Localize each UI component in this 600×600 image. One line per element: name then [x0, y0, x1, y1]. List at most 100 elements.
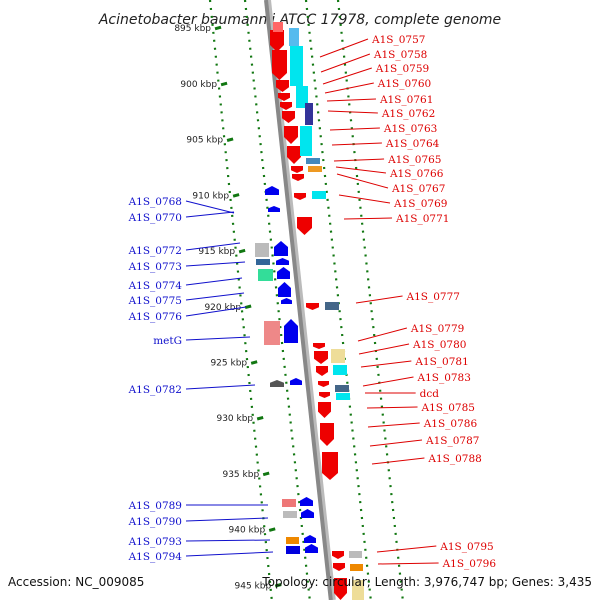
gene-block [352, 580, 364, 600]
reverse-gene-arrow [284, 126, 298, 144]
tick-label: 900 kbp [180, 80, 217, 90]
cyan-feature [300, 126, 312, 156]
gene-block [255, 243, 269, 257]
leader-line [336, 173, 389, 189]
leader-line [327, 110, 378, 114]
leader-line [331, 142, 382, 146]
gene-block [289, 28, 299, 46]
reverse-gene-arrow [280, 102, 292, 110]
tick-mark [268, 527, 276, 532]
right-gene-label: A1S_0760 [377, 78, 431, 90]
reverse-gene-arrow [287, 146, 301, 164]
cyan-feature [333, 365, 347, 375]
gene-block [273, 22, 283, 32]
forward-gene-arrow [274, 241, 288, 256]
forward-gene-arrow [265, 186, 279, 195]
tick-label: 915 kbp [198, 247, 235, 257]
right-gene-label: A1S_0763 [383, 123, 437, 135]
left-gene-label: A1S_0794 [128, 551, 183, 563]
gene-block [305, 103, 313, 125]
backbone-line [264, 0, 333, 600]
right-gene-label: A1S_0764 [385, 138, 440, 150]
cyan-feature [290, 46, 303, 86]
tick-label: 930 kbp [216, 414, 253, 424]
left-gene-label: A1S_0768 [128, 196, 182, 208]
tick-mark [274, 583, 282, 588]
leader-line [185, 517, 269, 522]
cyan-feature [296, 86, 308, 108]
gene-block [286, 537, 299, 544]
gene-labels: A1S_0768 A1S_0770 A1S_0772 A1S_0773 A1S_0774… [128, 34, 497, 570]
left-gene-label: A1S_0774 [128, 280, 183, 292]
right-gene-label: A1S_0759 [375, 63, 429, 75]
right-gene-label: A1S_0758 [373, 49, 427, 61]
leader-line [185, 539, 271, 542]
leader-line [185, 261, 246, 267]
left-gene-label: A1S_0782 [128, 384, 182, 396]
gene-block [256, 259, 270, 265]
leader-line [320, 53, 371, 73]
genome-summary-text: Topology: circular; Length: 3,976,747 bp… [261, 575, 592, 589]
leader-line [377, 562, 439, 565]
right-gene-label: A1S_0783 [416, 372, 470, 384]
gene-block [308, 166, 322, 172]
forward-gene-arrow [300, 497, 313, 506]
leader-line [360, 360, 412, 368]
left-gene-label: A1S_0772 [128, 245, 182, 257]
dotted-track-4 [336, 0, 404, 600]
reverse-gene-arrow [292, 174, 304, 181]
tick-mark [226, 137, 234, 142]
right-gene-label: A1S_0780 [412, 339, 466, 351]
left-gene-label: metG [153, 335, 182, 347]
leader-line [333, 158, 385, 162]
right-gene-label: A1S_0795 [439, 541, 493, 553]
gene-block [335, 385, 349, 392]
right-gene-label: A1S_0785 [421, 402, 475, 414]
gene-block [258, 269, 273, 281]
reverse-gene-arrow [332, 551, 344, 559]
leader-line [185, 211, 235, 218]
leader-line [185, 277, 243, 286]
left-gene-label: A1S_0773 [128, 261, 182, 273]
tick-mark [238, 248, 246, 254]
right-gene-label: A1S_0796 [442, 558, 497, 570]
tick-mark [232, 193, 240, 198]
leader-line [319, 38, 369, 58]
forward-gene-arrow [268, 206, 280, 212]
reverse-gene-arrow [270, 30, 284, 52]
reverse-gene-arrow [320, 423, 334, 446]
right-gene-label: A1S_0771 [395, 213, 449, 225]
forward-gene-arrow [304, 535, 316, 543]
right-gene-label: A1S_0769 [393, 198, 447, 210]
right-gene-label: A1S_0766 [389, 168, 444, 180]
cyan-feature [312, 191, 326, 199]
leader-line [185, 336, 251, 341]
right-gene-label: A1S_0777 [406, 291, 460, 303]
leader-line [369, 439, 423, 447]
kbp-ticks: 895 kbp 900 kbp 905 kbp 910 kbp 915 kbp 920 k… [174, 24, 282, 591]
leader-line [357, 327, 408, 342]
reverse-gene-arrow [318, 381, 329, 387]
map-title: Acinetobacter baumannii ATCC 17978, comp… [98, 12, 501, 28]
reverse-gene-arrow [306, 303, 319, 310]
reverse-gene-arrow [272, 50, 287, 80]
gene-block [325, 302, 339, 310]
tick-label: 935 kbp [222, 470, 259, 480]
tick-label: 905 kbp [186, 136, 223, 146]
gene-block [282, 499, 296, 507]
forward-gene-arrow [290, 378, 302, 385]
leader-line [355, 295, 403, 304]
leader-line [335, 166, 387, 174]
leader-line [185, 292, 245, 301]
leader-line [371, 457, 425, 465]
tick-label: 920 kbp [204, 303, 241, 313]
right-gene-label: A1S_0762 [381, 108, 435, 120]
right-gene-label: A1S_0781 [414, 356, 468, 368]
reverse-gene-arrow [333, 563, 345, 571]
reverse-gene-arrow [291, 166, 303, 173]
leader-line [367, 422, 420, 428]
leader-line [366, 406, 418, 409]
tick-mark [244, 304, 252, 310]
leader-line [362, 376, 414, 387]
